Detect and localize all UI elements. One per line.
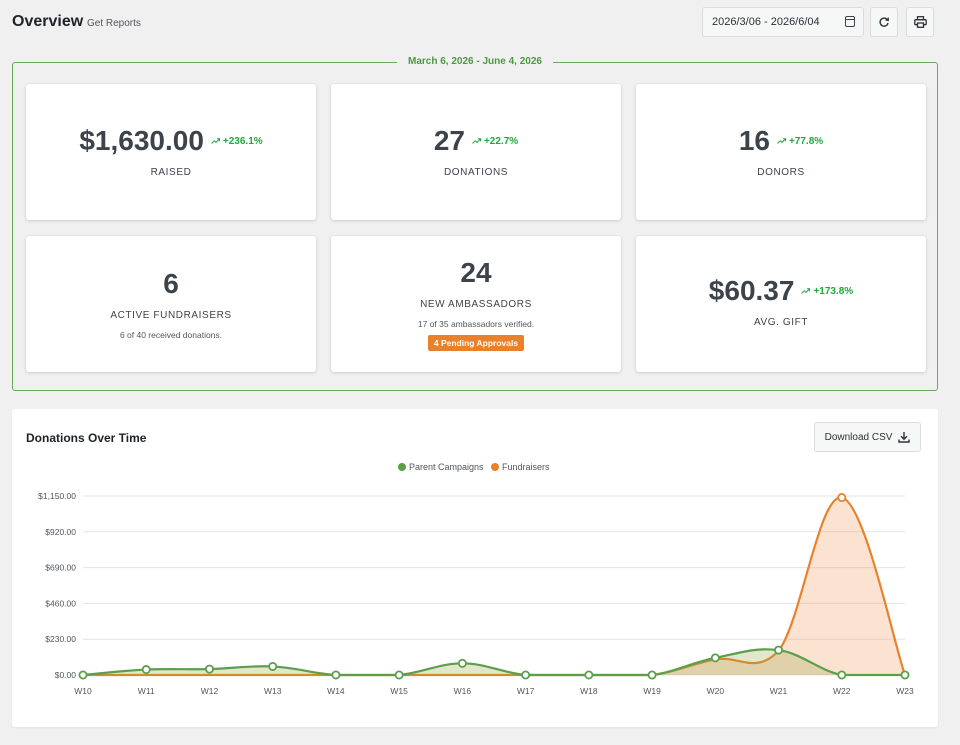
print-icon: [913, 16, 927, 28]
avg-gift-label: AVG. GIFT: [753, 317, 809, 328]
ambassadors-value: 24: [460, 257, 492, 288]
parent-campaigns-point: [837, 670, 847, 680]
legend-marker: [398, 463, 406, 471]
donations-value: 27: [433, 125, 465, 156]
parent-campaigns-point: [521, 670, 531, 680]
y-tick-label: $1,150.00: [38, 491, 76, 501]
parent-campaigns-point: [78, 670, 88, 680]
donations-card: 27 +22.7% DONATIONS: [331, 84, 621, 220]
top-bar: Overview Get Reports 2026/3/06 - 2026/6/…: [12, 0, 948, 44]
parent-campaigns-point: [204, 664, 214, 674]
fundraisers-point: [837, 493, 847, 503]
parent-campaigns-line: [82, 648, 905, 677]
parent-campaigns-point: [268, 661, 278, 671]
raised-card: $1,630.00 +236.1% RAISED: [26, 84, 316, 220]
donors-card: 16 +77.8% DONORS: [636, 84, 926, 220]
parent-campaigns-point: [331, 670, 341, 680]
parent-campaigns-point: [457, 658, 467, 668]
parent-campaigns-point: [774, 645, 784, 655]
avg-gift-change: +173.8%: [801, 286, 853, 297]
y-tick-label: $920.00: [45, 527, 76, 537]
fundraisers-card: 6 ACTIVE FUNDRAISERS 6 of 40 received do…: [26, 236, 316, 372]
fundraisers-subtext: 6 of 40 received donations.: [119, 330, 223, 340]
x-tick-label: W14: [327, 686, 345, 696]
get-reports-link[interactable]: Get Reports: [87, 18, 141, 29]
x-tick-label: W11: [138, 686, 155, 696]
x-tick-label: W17: [517, 686, 535, 696]
parent-campaigns-point: [900, 670, 910, 680]
date-range-button[interactable]: 2026/3/06 - 2026/6/04: [702, 7, 864, 37]
legend-label: Fundraisers: [502, 462, 550, 472]
x-tick-label: W12: [201, 686, 219, 696]
y-tick-label: $690.00: [45, 563, 76, 573]
x-tick-label: W23: [896, 686, 914, 696]
trend-up-icon: [211, 138, 220, 144]
parent-campaigns-point: [141, 665, 151, 675]
parent-campaigns-point: [584, 670, 594, 680]
x-tick-label: W16: [454, 686, 472, 696]
legend-label: Parent Campaigns: [409, 462, 484, 472]
parent-campaigns-point: [710, 653, 720, 663]
download-csv-button[interactable]: Download CSV: [814, 422, 921, 452]
avg-gift-card: $60.37 +173.8% AVG. GIFT: [636, 236, 926, 372]
summary-date-range: March 6, 2026 - June 4, 2026: [397, 56, 553, 67]
page-title: Overview: [12, 13, 84, 30]
download-icon: [898, 432, 911, 443]
x-tick-label: W21: [770, 686, 788, 696]
donations-over-time-chart: $0.00 $230.00 $460.00 $690.00 $920.00 $1,150.…: [38, 462, 914, 696]
raised-label: RAISED: [150, 167, 192, 178]
fundraisers-value: 6: [163, 268, 179, 299]
print-button[interactable]: [906, 7, 934, 37]
donors-value: 16: [738, 125, 770, 156]
fundraisers-area: [83, 497, 905, 675]
raised-change: +236.1%: [211, 136, 263, 147]
ambassadors-subtext: 17 of 35 ambassadors verified.: [417, 319, 535, 329]
refresh-button[interactable]: [870, 7, 898, 37]
summary-panel: March 6, 2026 - June 4, 2026 $1,630.00 +…: [12, 56, 938, 391]
x-tick-label: W13: [264, 686, 282, 696]
x-tick-label: W10: [74, 686, 92, 696]
y-tick-label: $0.00: [55, 670, 77, 680]
donors-change: +77.8%: [777, 136, 823, 147]
fundraisers-label: ACTIVE FUNDRAISERS: [110, 310, 232, 321]
donations-change: +22.7%: [472, 136, 518, 147]
donations-label: DONATIONS: [443, 167, 509, 178]
y-tick-label: $460.00: [45, 598, 76, 608]
legend-marker: [491, 463, 499, 471]
trend-up-icon: [777, 138, 786, 144]
parent-campaigns-point: [647, 670, 657, 680]
pending-approvals-badge[interactable]: 4 Pending Approvals: [427, 335, 525, 351]
donations-chart-panel: Donations Over Time Download CSV $0.00 $2…: [12, 409, 938, 727]
download-csv-label: Download CSV: [824, 431, 893, 443]
refresh-icon: [879, 17, 889, 27]
donors-label: DONORS: [757, 167, 805, 178]
trend-up-icon: [472, 138, 481, 144]
ambassadors-card: 24 NEW AMBASSADORS 17 of 35 ambassadors …: [331, 236, 621, 372]
calendar-icon: [845, 16, 855, 27]
trend-up-icon: [801, 288, 811, 294]
x-tick-label: W15: [390, 686, 408, 696]
x-tick-label: W19: [643, 686, 661, 696]
chart-title: Donations Over Time: [26, 431, 147, 445]
x-tick-label: W20: [707, 686, 725, 696]
ambassadors-label: NEW AMBASSADORS: [420, 299, 532, 310]
date-range-label: 2026/3/06 - 2026/6/04: [712, 16, 820, 28]
avg-gift-value: $60.37: [708, 275, 795, 306]
parent-campaigns-point: [394, 670, 404, 680]
raised-value: $1,630.00: [79, 125, 204, 156]
x-tick-label: W18: [580, 686, 598, 696]
y-tick-label: $230.00: [45, 634, 76, 644]
x-tick-label: W22: [833, 686, 851, 696]
